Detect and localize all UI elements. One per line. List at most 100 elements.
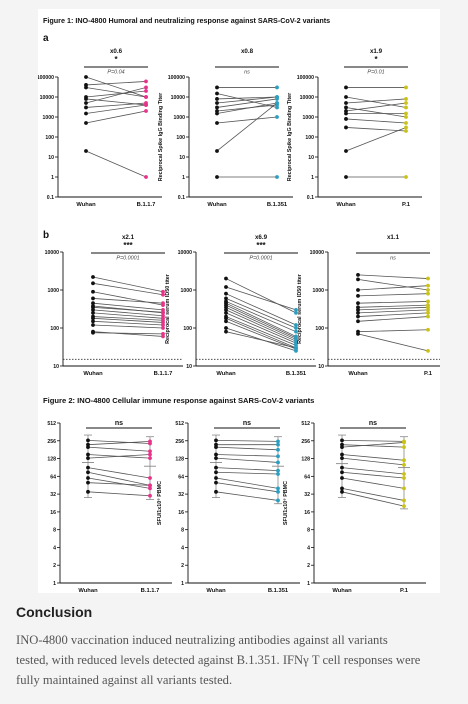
y-axis-label: SFU/1x10⁶ PBMC [283, 481, 289, 525]
data-point-variant [294, 329, 298, 334]
data-point-wuhan [84, 149, 88, 153]
data-point-variant [148, 486, 152, 491]
y-tick-label: 1 [311, 175, 314, 181]
y-tick-label: 10 [53, 364, 59, 370]
pair-connector [225, 298, 297, 329]
y-tick-label: 2 [181, 563, 184, 569]
y-tick-label: 1 [182, 175, 185, 181]
data-point-wuhan [215, 97, 219, 101]
chart-a3: 0.1 1 10 100 1000 10000 100000 Reciprocal Spike… [287, 48, 422, 208]
data-point-variant [144, 103, 148, 107]
data-point-variant [404, 105, 408, 110]
fold-change-label: x1.1 [387, 234, 400, 241]
data-point-variant [276, 447, 280, 452]
data-point-wuhan [340, 470, 344, 475]
data-point-wuhan [356, 314, 360, 319]
data-point-variant [402, 486, 406, 491]
data-point-variant [161, 289, 165, 294]
data-point-variant [276, 442, 280, 447]
p-value-label: P=0.0001 [116, 256, 139, 262]
y-tick-label: 1000 [302, 115, 314, 121]
y-tick-label: 10000 [178, 250, 193, 256]
figure2-title: Figure 2: INO-4800 Cellular immune respo… [43, 396, 314, 405]
x-category-label: Wuhan [207, 202, 227, 208]
data-point-wuhan [344, 175, 348, 179]
pair-connector [85, 102, 147, 108]
pair-connector [357, 301, 429, 304]
conclusion-text: INO-4800 vaccination induced neutralizin… [16, 630, 456, 690]
data-point-variant [161, 292, 165, 297]
pair-connector [92, 309, 164, 317]
data-point-variant [275, 101, 279, 105]
data-point-variant [148, 452, 152, 457]
data-point-wuhan [356, 307, 360, 312]
pair-connector [92, 332, 164, 335]
data-point-wuhan [91, 301, 95, 306]
data-point-wuhan [215, 91, 219, 96]
data-point-wuhan [344, 101, 348, 105]
pair-connector [225, 320, 297, 350]
chart-c3: 1 2 4 8 16 32 64 128 256 512 SFU/1x10⁶ PBMC Wuhan P.… [283, 420, 426, 594]
data-point-wuhan [340, 465, 344, 470]
data-point-variant [161, 326, 165, 330]
data-point-wuhan [224, 310, 228, 315]
y-tick-label: 10000 [45, 250, 60, 256]
pair-connector [341, 454, 405, 461]
chart-a2: 0.1 1 10 100 1000 10000 100000 Reciprocal Spike… [158, 48, 293, 208]
y-tick-label: 64 [50, 474, 56, 480]
pair-connector [87, 471, 151, 486]
data-point-wuhan [344, 117, 348, 121]
data-point-wuhan [356, 288, 360, 292]
data-point-wuhan [91, 323, 95, 327]
significance-stars: * [374, 55, 378, 64]
data-point-wuhan [344, 105, 348, 110]
data-point-wuhan [91, 281, 95, 286]
y-tick-label: 256 [47, 439, 56, 445]
x-category-label: P.1 [402, 202, 411, 208]
chart-b3: 10 100 1000 10000 Reciprocal serum ID50 tite… [297, 234, 448, 377]
pair-connector [357, 306, 429, 311]
y-axis-label: Reciprocal serum ID50 titer [297, 273, 303, 344]
conclusion-title: Conclusion [16, 604, 93, 620]
data-point-variant [148, 439, 152, 444]
y-tick-label: 10 [179, 155, 185, 161]
significance-stars: *** [123, 241, 133, 250]
y-tick-label: 100000 [297, 75, 314, 81]
data-point-wuhan [356, 272, 360, 277]
pair-connector [357, 312, 429, 317]
x-category-label: Wuhan [78, 588, 98, 593]
y-tick-label: 8 [53, 528, 56, 534]
x-category-label: Wuhan [336, 202, 356, 208]
data-point-wuhan [84, 97, 88, 101]
data-point-wuhan [214, 456, 218, 461]
y-tick-label: 10 [318, 364, 324, 370]
data-point-wuhan [340, 486, 344, 491]
chart-b2: 10 100 1000 10000 Reciprocal serum ID50 tite… [165, 234, 316, 377]
data-point-wuhan [215, 175, 219, 179]
data-point-wuhan [224, 296, 228, 301]
data-point-wuhan [340, 438, 344, 443]
data-point-wuhan [215, 105, 219, 110]
data-point-variant [276, 498, 280, 503]
data-point-wuhan [91, 330, 95, 335]
plots-layer: 0.1 1 10 100 1000 10000 100000 Reciprocal Spike… [27, 48, 448, 594]
data-point-wuhan [214, 489, 218, 494]
pair-connector [215, 482, 279, 493]
data-point-variant [276, 439, 280, 444]
data-point-wuhan [344, 85, 348, 90]
data-point-wuhan [224, 291, 228, 296]
fold-change-label: x2.1 [122, 234, 135, 241]
y-tick-label: 16 [50, 510, 56, 516]
x-category-label: P.1 [424, 371, 433, 377]
y-axis-label: Reciprocal Spike IgG Binding Titer [287, 92, 293, 181]
p-value-label: P=0.01 [367, 70, 384, 76]
pair-connector [215, 446, 279, 451]
y-tick-label: 512 [47, 421, 56, 427]
pair-connector [216, 96, 278, 100]
y-tick-label: 1000 [312, 288, 324, 294]
y-tick-label: 1 [307, 581, 310, 587]
pair-connector [92, 331, 164, 337]
data-point-variant [144, 85, 148, 90]
pair-connector [341, 444, 405, 448]
x-category-label: B.1.1.7 [154, 371, 173, 377]
